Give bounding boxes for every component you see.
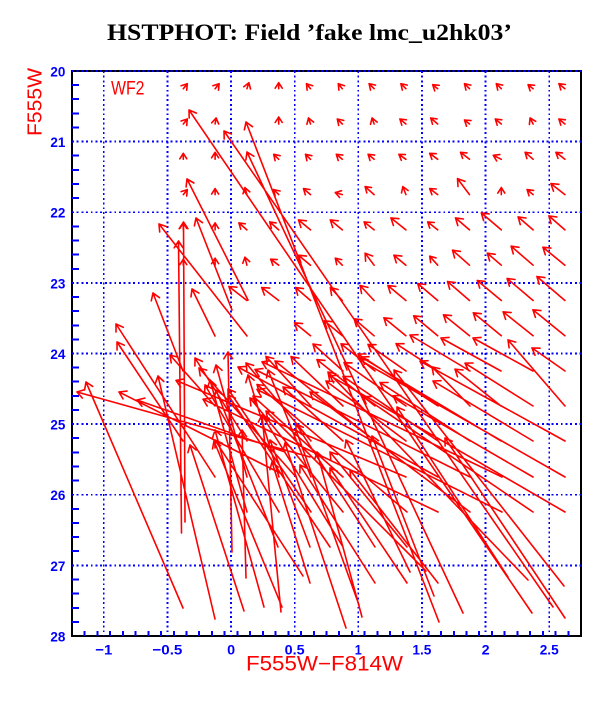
svg-text:21: 21 — [50, 134, 65, 150]
svg-text:1.5: 1.5 — [412, 641, 431, 657]
svg-text:2.5: 2.5 — [540, 641, 559, 657]
svg-text:25: 25 — [50, 417, 65, 433]
svg-text:20: 20 — [50, 63, 65, 79]
svg-text:24: 24 — [50, 346, 65, 362]
svg-text:22: 22 — [50, 205, 65, 221]
svg-text:26: 26 — [50, 487, 65, 503]
svg-text:28: 28 — [50, 628, 65, 644]
svg-text:0.5: 0.5 — [285, 641, 305, 657]
svg-text:F555W−F814W: F555W−F814W — [246, 653, 403, 676]
svg-text:23: 23 — [50, 275, 65, 291]
svg-text:−0.5: −0.5 — [152, 641, 182, 657]
svg-text:HSTPHOT: Field ’fake lmc_u2hk0: HSTPHOT: Field ’fake lmc_u2hk03’ — [107, 20, 512, 45]
svg-text:2: 2 — [482, 641, 490, 657]
svg-text:−1: −1 — [95, 641, 112, 657]
svg-text:27: 27 — [50, 558, 65, 574]
svg-text:F555W: F555W — [25, 68, 47, 136]
svg-text:1: 1 — [355, 641, 362, 657]
svg-text:WF2: WF2 — [111, 79, 145, 100]
svg-text:0: 0 — [227, 641, 235, 657]
